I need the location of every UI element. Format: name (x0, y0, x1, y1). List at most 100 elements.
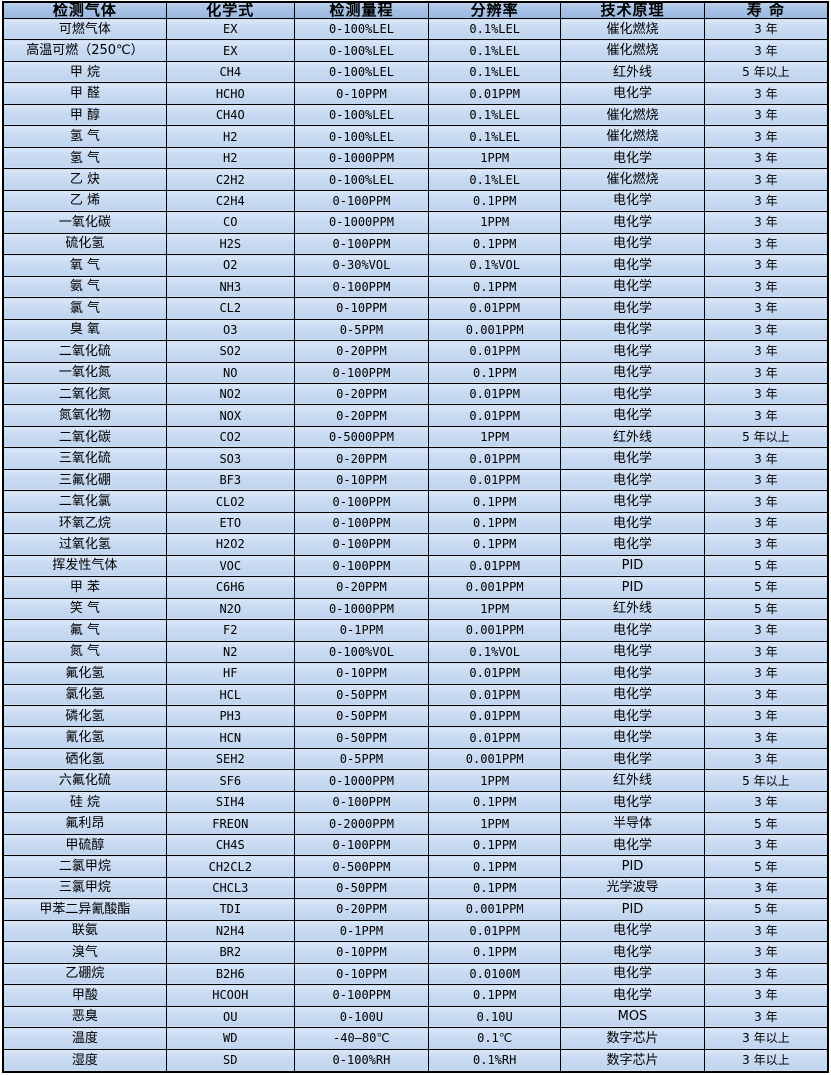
cell-gas: 联氨 (2, 919, 167, 943)
table-row: 三氯甲烷 CHCL3 0-50PPM 0.1PPM 光学波导 3 年 (2, 876, 829, 900)
table-row: 二氧化硫 SO2 0-20PPM 0.01PPM 电化学 3 年 (2, 340, 829, 363)
cell-formula: EX (165, 39, 295, 62)
cell-lifespan: 3 年 (703, 146, 829, 170)
cell-gas: 氟 气 (2, 619, 167, 642)
cell-lifespan: 3 年 (703, 447, 829, 470)
cell-gas: 挥发性气体 (2, 554, 167, 578)
cell-principle: 电化学 (560, 704, 705, 728)
cell-gas: 甲 苯 (2, 576, 167, 599)
cell-formula: FREON (165, 812, 295, 835)
cell-range: 0-1PPM (293, 619, 430, 642)
cell-gas: 温度 (2, 1027, 167, 1050)
cell-gas: 三氧化硫 (2, 447, 167, 470)
cell-formula: O2 (165, 254, 295, 277)
table-body: 可燃气体 EX 0-100%LEL 0.1%LEL 催化燃烧 3 年高温可燃（250℃） E… (2, 17, 829, 1073)
cell-gas: 甲 醛 (2, 82, 167, 105)
cell-formula: CH2CL2 (165, 855, 295, 878)
cell-resolution: 0.1%LEL (428, 103, 562, 127)
cell-formula: NO2 (165, 382, 295, 406)
cell-principle: 电化学 (560, 747, 705, 771)
cell-range: 0-20PPM (293, 447, 430, 470)
cell-principle: PID (560, 576, 705, 599)
table-row: 乙 烯 C2H4 0-100PPM 0.1PPM 电化学 3 年 (2, 189, 829, 213)
table-row: 挥发性气体 VOC 0-100PPM 0.01PPM PID 5 年 (2, 554, 829, 578)
cell-gas: 氨 气 (2, 275, 167, 299)
cell-gas: 氯化氢 (2, 683, 167, 707)
cell-principle: 电化学 (560, 232, 705, 256)
cell-range: 0-5PPM (293, 318, 430, 342)
cell-lifespan: 3 年 (703, 82, 829, 105)
cell-lifespan: 3 年 (703, 876, 829, 900)
cell-range: 0-50PPM (293, 683, 430, 707)
cell-lifespan: 5 年 (703, 576, 829, 599)
cell-lifespan: 3 年 (703, 640, 829, 664)
cell-gas: 乙 烯 (2, 189, 167, 213)
cell-resolution: 0.01PPM (428, 704, 562, 728)
cell-resolution: 0.1PPM (428, 941, 562, 964)
cell-formula: N2 (165, 640, 295, 664)
cell-resolution: 0.1%LEL (428, 39, 562, 62)
cell-resolution: 0.01PPM (428, 340, 562, 363)
cell-principle: 电化学 (560, 941, 705, 964)
table-row: 硫化氢 H2S 0-100PPM 0.1PPM 电化学 3 年 (2, 232, 829, 256)
cell-range: 0-100PPM (293, 189, 430, 213)
cell-lifespan: 3 年 (703, 704, 829, 728)
cell-principle: 数字芯片 (560, 1048, 705, 1073)
cell-resolution: 0.01PPM (428, 404, 562, 427)
cell-principle: 电化学 (560, 640, 705, 664)
cell-range: 0-100PPM (293, 833, 430, 857)
cell-resolution: 1PPM (428, 211, 562, 234)
cell-principle: 电化学 (560, 726, 705, 749)
cell-range: 0-1000PPM (293, 597, 430, 621)
cell-principle: 电化学 (560, 919, 705, 943)
cell-formula: OU (165, 1005, 295, 1029)
cell-range: 0-1000PPM (293, 146, 430, 170)
cell-principle: 电化学 (560, 790, 705, 814)
table-row: 硅 烷 SIH4 0-100PPM 0.1PPM 电化学 3 年 (2, 790, 829, 814)
cell-formula: H2 (165, 125, 295, 148)
cell-formula: WD (165, 1027, 295, 1050)
cell-formula: EX (165, 17, 295, 41)
table-row: 环氧乙烷 ETO 0-100PPM 0.1PPM 电化学 3 年 (2, 511, 829, 535)
cell-lifespan: 3 年以上 (703, 1027, 829, 1050)
cell-principle: 电化学 (560, 254, 705, 277)
cell-gas: 氰化氢 (2, 726, 167, 749)
cell-resolution: 0.01PPM (428, 683, 562, 707)
table-row: 甲苯二异氰酸酯 TDI 0-20PPM 0.001PPM PID 5 年 (2, 898, 829, 921)
cell-gas: 甲酸 (2, 984, 167, 1007)
cell-principle: 电化学 (560, 82, 705, 105)
cell-gas: 过氧化氢 (2, 533, 167, 556)
cell-formula: CO (165, 211, 295, 234)
header-row: 检测气体 化学式 检测量程 分辨率 技术原理寿 命 (2, 1, 829, 19)
cell-principle: 电化学 (560, 683, 705, 707)
cell-formula: CHCL3 (165, 876, 295, 900)
cell-gas: 氟利昂 (2, 812, 167, 835)
cell-gas: 氮 气 (2, 640, 167, 664)
cell-lifespan: 3 年 (703, 726, 829, 749)
cell-formula: C6H6 (165, 576, 295, 599)
table-row: 甲 醇 CH4O 0-100%LEL 0.1%LEL 催化燃烧 3 年 (2, 103, 829, 127)
cell-lifespan: 3 年 (703, 275, 829, 299)
cell-lifespan: 3 年 (703, 619, 829, 642)
cell-resolution: 1PPM (428, 769, 562, 792)
cell-gas: 臭 氧 (2, 318, 167, 342)
cell-principle: MOS (560, 1005, 705, 1029)
cell-range: 0-100%LEL (293, 103, 430, 127)
cell-principle: 电化学 (560, 211, 705, 234)
cell-resolution: 0.1PPM (428, 232, 562, 256)
cell-range: 0-500PPM (293, 855, 430, 878)
cell-formula: TDI (165, 898, 295, 921)
table-row: 氟利昂 FREON 0-2000PPM 1PPM 半导体 5 年 (2, 812, 829, 835)
table-row: 可燃气体 EX 0-100%LEL 0.1%LEL 催化燃烧 3 年 (2, 17, 829, 41)
cell-gas: 氧 气 (2, 254, 167, 277)
cell-range: 0-100%LEL (293, 39, 430, 62)
cell-lifespan: 3 年 (703, 254, 829, 277)
cell-lifespan: 3 年 (703, 340, 829, 363)
cell-range: 0-1000PPM (293, 211, 430, 234)
cell-resolution: 0.01PPM (428, 662, 562, 685)
cell-range: 0-50PPM (293, 876, 430, 900)
cell-resolution: 0.001PPM (428, 619, 562, 642)
cell-lifespan: 5 年以上 (703, 425, 829, 449)
cell-range: 0-20PPM (293, 576, 430, 599)
cell-range: 0-20PPM (293, 404, 430, 427)
